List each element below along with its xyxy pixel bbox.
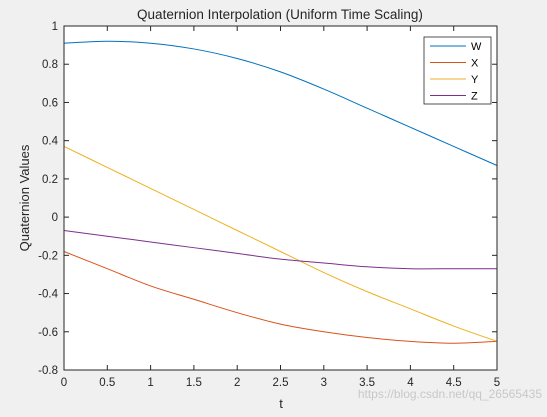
- x-tick-label: 2.5: [273, 377, 289, 389]
- watermark: https://blog.csdn.net/qq_26565435: [358, 387, 542, 401]
- x-tick-label: 0.5: [99, 377, 115, 389]
- series-layer: [63, 40, 498, 344]
- x-tick-label: 5: [494, 377, 500, 389]
- chart-title: Quaternion Interpolation (Uniform Time S…: [137, 7, 423, 22]
- y-tick-label: 1: [52, 21, 58, 33]
- legend-label-z: Z: [471, 91, 478, 103]
- x-axis-label: t: [279, 396, 283, 411]
- y-tick-label: 0.2: [42, 174, 58, 186]
- y-axis-label: Quaternion Values: [17, 144, 32, 251]
- x-tick-label: 2: [234, 377, 240, 389]
- x-tick-label: 4: [407, 377, 414, 389]
- y-tick-label: 0.6: [42, 97, 58, 109]
- y-tick-label: -0.8: [38, 365, 58, 377]
- y-tick-label: -0.2: [38, 250, 58, 262]
- x-tick-label: 3.5: [359, 377, 375, 389]
- legend-label-x: X: [471, 58, 479, 70]
- y-tick-label: 0: [52, 212, 58, 224]
- series-line-x: [63, 251, 498, 344]
- x-tick-label: 1.5: [186, 377, 202, 389]
- y-tick-label: 0.8: [42, 59, 58, 71]
- x-tick-label: 4.5: [446, 377, 462, 389]
- y-tick-label: -0.6: [38, 327, 58, 339]
- y-tick-label: -0.4: [38, 289, 58, 301]
- x-tick-label: 3: [321, 377, 327, 389]
- legend-box: [423, 36, 492, 105]
- ticks-layer: 0 0.5 1 1.5 2 2.5 3 3.5 4 4.5 5 -0.8 -0.6 -0.4 -0.2 0 0.…: [38, 21, 500, 389]
- x-tick-label: 0: [61, 377, 67, 389]
- legend-label-w: W: [471, 41, 482, 53]
- series-line-w: [63, 40, 498, 166]
- series-line-z: [63, 229, 497, 270]
- plot-frame: [63, 25, 498, 371]
- series-line-y: [63, 145, 498, 342]
- x-tick-label: 1: [147, 377, 153, 389]
- legend-label-y: Y: [471, 74, 479, 86]
- y-tick-label: 0.4: [42, 136, 59, 148]
